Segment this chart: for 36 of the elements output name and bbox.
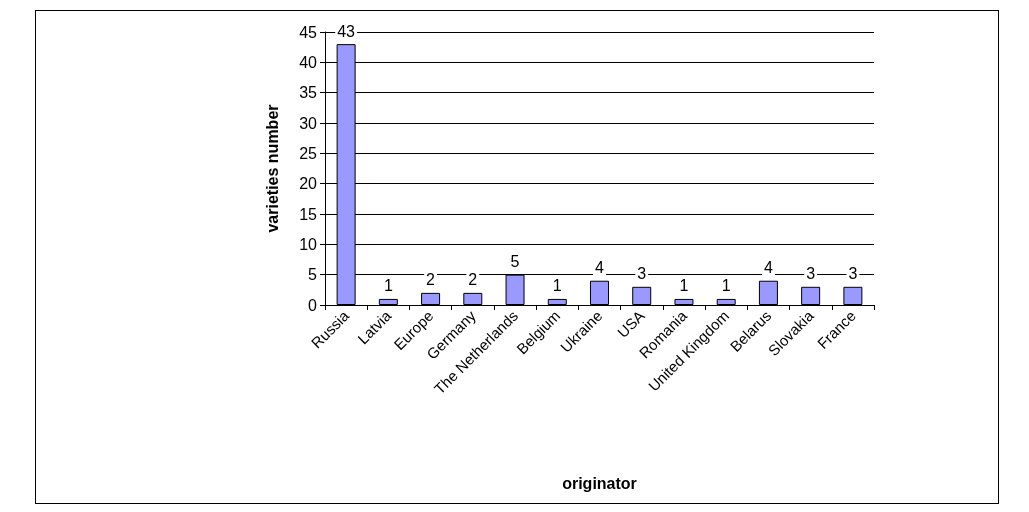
bar (843, 286, 863, 305)
data-label: 3 (637, 265, 647, 283)
data-label: 4 (595, 259, 605, 277)
data-label: 5 (510, 253, 520, 271)
data-label: 43 (337, 22, 356, 40)
y-tick-label: 5 (308, 266, 318, 284)
y-tick-label: 30 (299, 114, 318, 132)
bar (547, 298, 567, 305)
bar (463, 292, 483, 305)
data-label: 3 (806, 265, 816, 283)
bar (590, 280, 609, 305)
x-axis-title: originator (562, 474, 637, 492)
y-tick-label: 10 (299, 235, 318, 253)
bar (801, 286, 821, 305)
data-label: 1 (679, 277, 689, 295)
data-label: 4 (763, 259, 773, 277)
y-tick-label: 0 (308, 296, 318, 314)
y-tick-label: 15 (299, 205, 318, 223)
bar (632, 286, 652, 305)
data-label: 1 (552, 277, 562, 295)
y-tick-label: 40 (299, 53, 318, 71)
y-axis-title: varieties number (263, 104, 281, 233)
y-tick-label: 35 (299, 84, 318, 102)
bar (674, 298, 694, 305)
y-tick-label: 25 (299, 144, 318, 162)
data-label: 2 (426, 271, 436, 289)
data-label: 1 (383, 277, 393, 295)
y-tick-label: 20 (299, 175, 318, 193)
data-label: 1 (721, 277, 731, 295)
y-tick-label: 45 (299, 23, 318, 41)
bar (378, 298, 398, 305)
data-label: 2 (468, 271, 478, 289)
bar (716, 298, 736, 305)
data-label: 3 (848, 265, 858, 283)
bar (758, 280, 778, 305)
bar (421, 292, 441, 305)
